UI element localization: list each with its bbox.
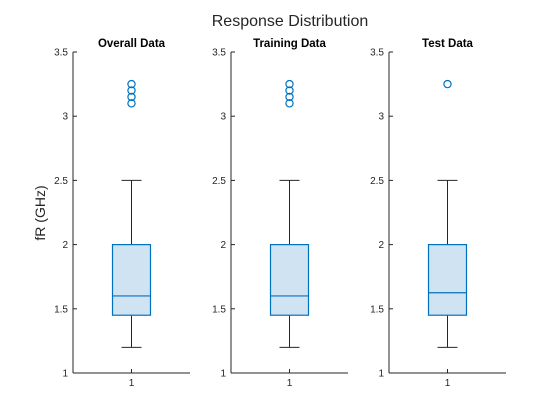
y-tick-label: 2.5: [212, 176, 226, 187]
iqr-box: [269, 244, 310, 316]
panel-3: 1 1.5 2 2.5 3 3.5 1 Test Data: [370, 38, 506, 389]
y-tick-label: 1: [62, 369, 68, 380]
iqr-box: [427, 244, 468, 316]
x-tick-label: 1: [287, 378, 293, 389]
panel-title: Test Data: [422, 38, 474, 50]
panel-title: Overall Data: [98, 38, 166, 50]
outlier-point: [285, 99, 294, 108]
y-tick-label: 3: [378, 112, 384, 123]
y-tick-label: 2.5: [370, 176, 384, 187]
y-tick-label: 1.5: [54, 304, 68, 315]
y-tick-label: 1.5: [370, 304, 384, 315]
y-tick-label: 2: [62, 240, 68, 251]
outlier-point: [285, 92, 294, 102]
y-tick-label: 3: [62, 112, 68, 123]
outlier-point: [443, 79, 452, 89]
y-axis-label: fR (GHz): [32, 185, 48, 240]
panel-title: Training Data: [253, 38, 326, 50]
outlier-point: [285, 79, 294, 89]
y-tick-label: 1: [378, 369, 384, 380]
outlier-point: [127, 79, 136, 89]
figure-title: Response Distribution: [212, 13, 369, 30]
boxplot-panels: 1 1.5 2 2.5 3 3.5 1 Overall Data 1 1.5 2 2.5 3 3.5 1 Tr…: [54, 38, 506, 389]
outlier-point: [127, 99, 136, 108]
y-tick-label: 3.5: [54, 48, 68, 59]
x-tick-label: 1: [445, 378, 451, 389]
iqr-box: [111, 244, 152, 316]
y-tick-label: 1.5: [212, 304, 226, 315]
y-tick-label: 3.5: [212, 48, 226, 59]
y-tick-label: 3: [220, 112, 226, 123]
panel-2: 1 1.5 2 2.5 3 3.5 1 Training Data: [212, 38, 348, 389]
x-tick-label: 1: [129, 378, 135, 389]
panel-1: 1 1.5 2 2.5 3 3.5 1 Overall Data: [54, 38, 190, 389]
y-tick-label: 3.5: [370, 48, 384, 59]
outlier-point: [285, 86, 294, 95]
y-tick-label: 2.5: [54, 176, 68, 187]
y-tick-label: 2: [378, 240, 384, 251]
y-tick-label: 1: [220, 369, 226, 380]
outlier-point: [127, 86, 136, 95]
y-tick-label: 2: [220, 240, 226, 251]
outlier-point: [127, 92, 136, 102]
